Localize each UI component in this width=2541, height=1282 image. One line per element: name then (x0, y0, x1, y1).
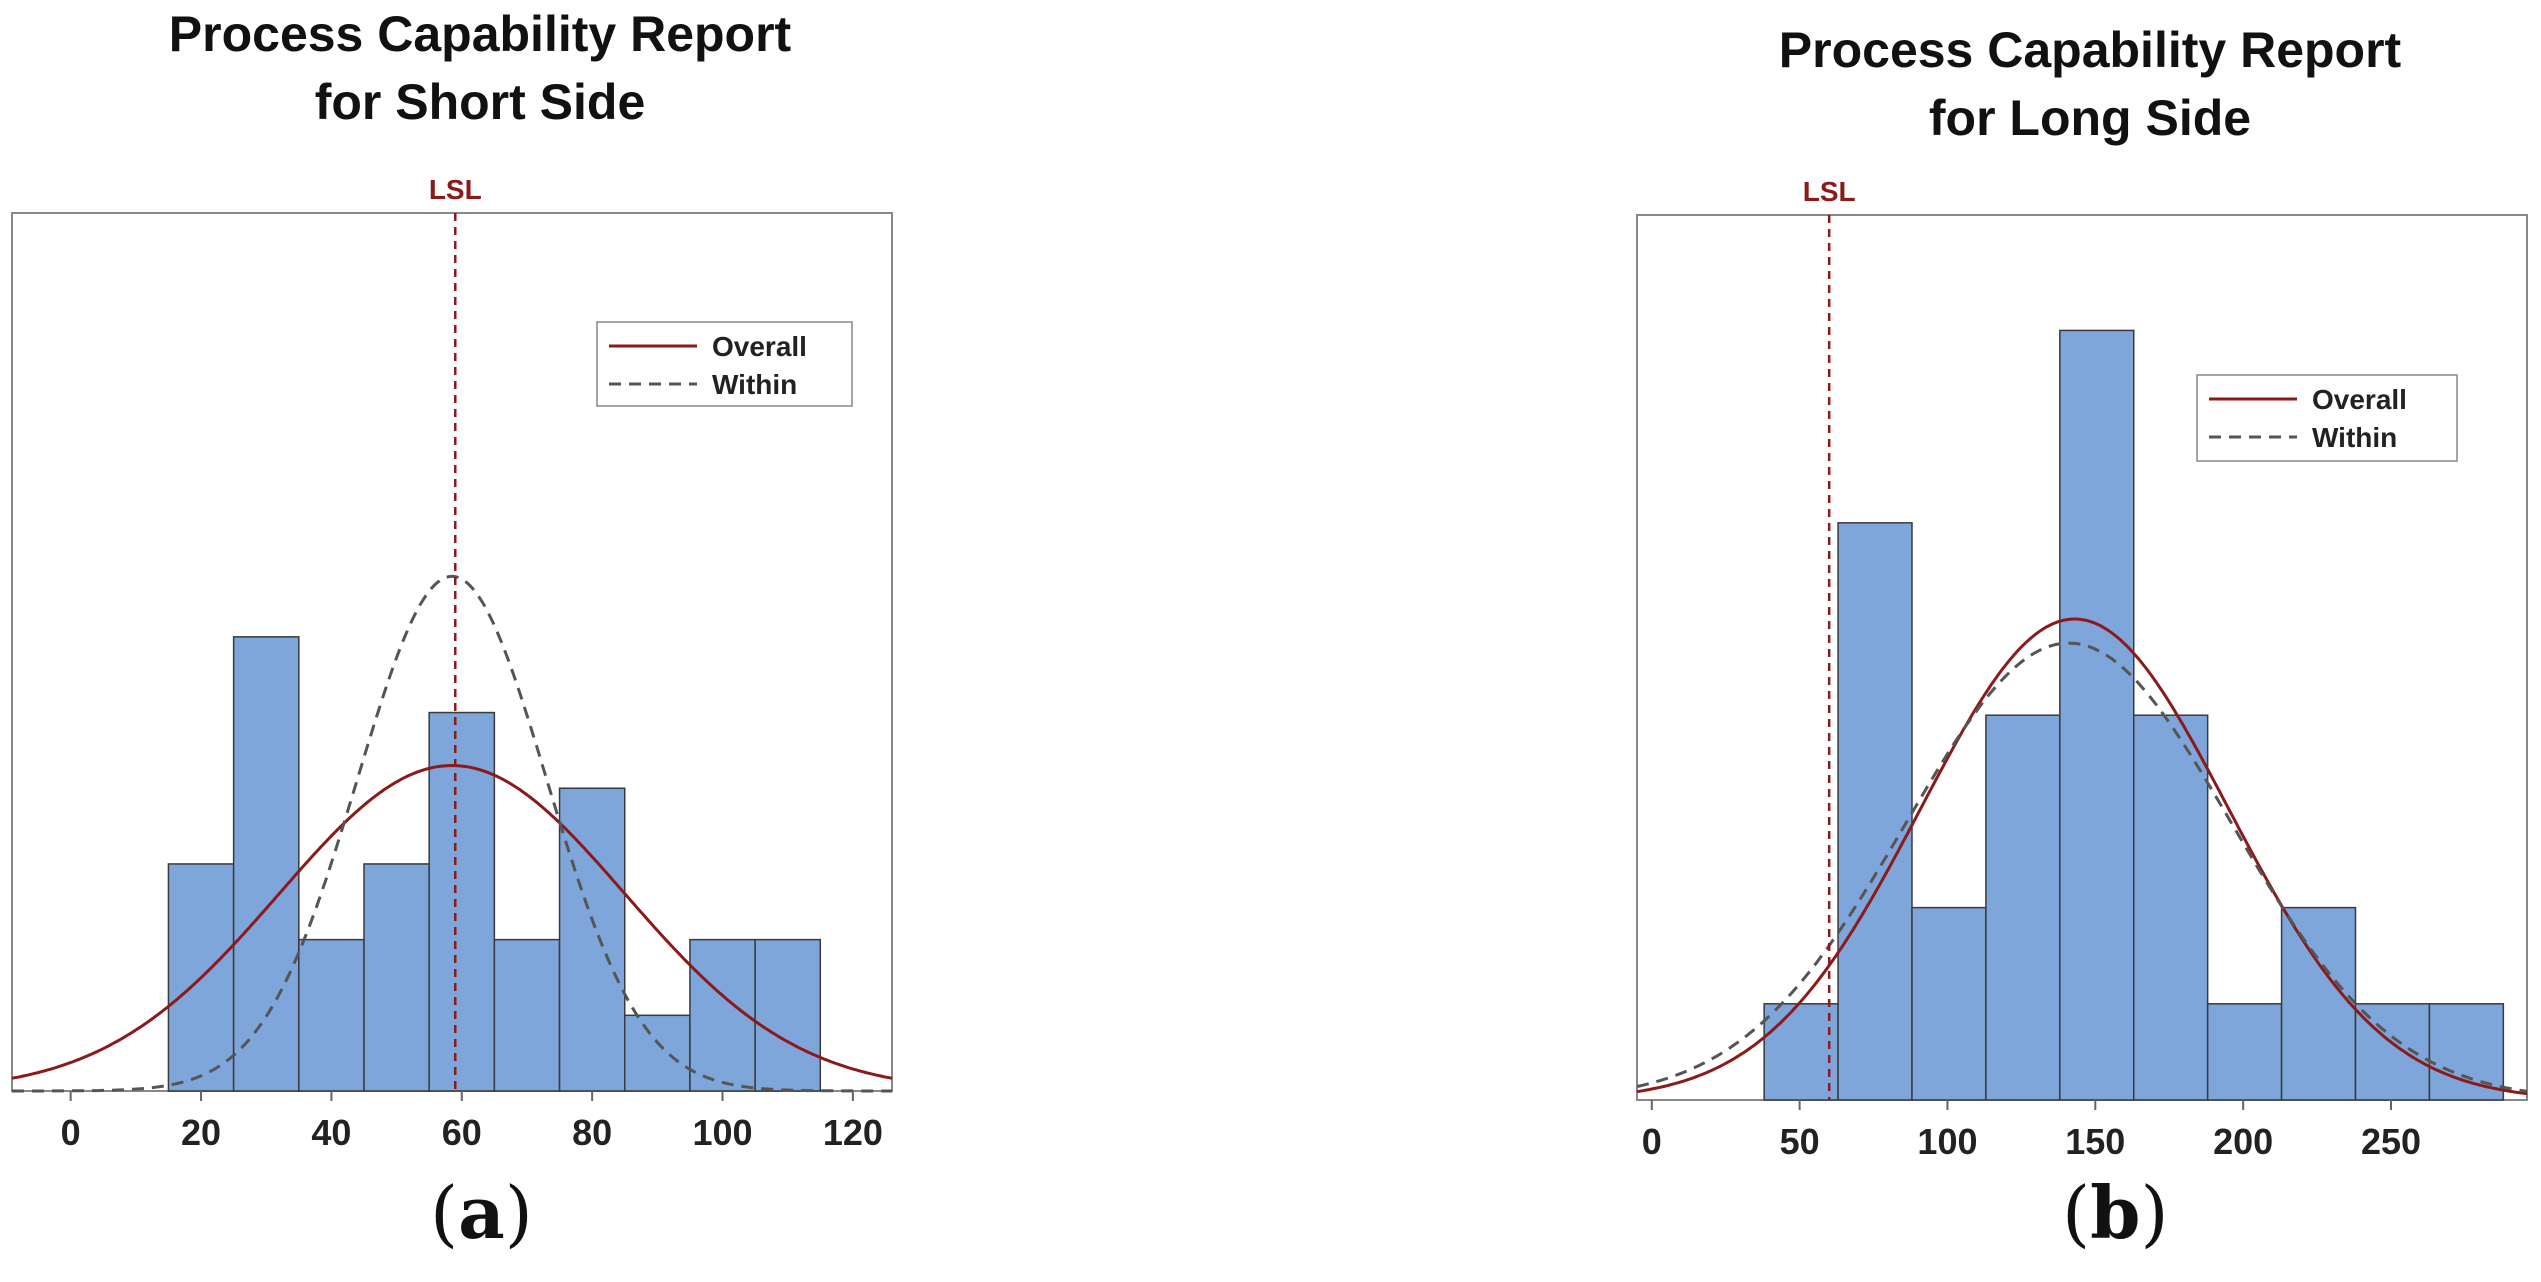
histogram-bar (2206, 1003, 2283, 1101)
histogram-bar (558, 787, 626, 1092)
histogram-bar (1763, 1003, 1839, 1101)
chart-b-title-line1: Process Capability Report (1778, 22, 2402, 78)
histogram-bar (298, 938, 365, 1092)
caption-a: (a) (430, 1170, 533, 1255)
within-curve (12, 574, 892, 1093)
legend-label-within: Within (712, 369, 797, 400)
x-tick-label: 0 (61, 1112, 81, 1153)
histogram-bar (2354, 1003, 2431, 1101)
histogram-bar (428, 711, 496, 1092)
x-tick-label: 50 (1780, 1121, 1820, 1162)
histogram-bar (2428, 1003, 2505, 1101)
chart-b (1636, 214, 2528, 1110)
chart-b-title: Process Capability Report for Long Side (1700, 16, 2480, 152)
x-tick-label: 40 (311, 1112, 351, 1153)
x-tick-label: 100 (692, 1112, 752, 1153)
x-tick-label: 20 (181, 1112, 221, 1153)
chart-a-title: Process Capability Report for Short Side (90, 0, 870, 136)
histogram-bar (2059, 329, 2135, 1101)
overall-curve (1636, 617, 2528, 1096)
x-tick-label: 100 (1917, 1121, 1977, 1162)
x-tick-label: 250 (2361, 1121, 2421, 1162)
lsl-label: LSL (1803, 176, 1856, 207)
legend-label-within: Within (2312, 422, 2397, 453)
caption-a-label: a (458, 1170, 505, 1255)
chart-a (11, 212, 893, 1101)
chart-a-title-line1: Process Capability Report (168, 6, 792, 62)
x-tick-label: 80 (572, 1112, 612, 1153)
histogram-bar (1911, 906, 1987, 1101)
histogram-bar (363, 863, 430, 1092)
x-tick-label: 0 (1642, 1121, 1662, 1162)
histogram-bar (754, 938, 822, 1092)
histogram-bar (2132, 714, 2209, 1101)
legend-label-overall: Overall (712, 331, 807, 362)
within-curve (1636, 641, 2528, 1093)
caption-b: (b) (2062, 1170, 2169, 1255)
histogram-bar (689, 938, 756, 1092)
x-tick-label: 150 (2065, 1121, 2125, 1162)
histogram-bar (493, 938, 561, 1092)
histogram-bar (232, 636, 300, 1092)
legend-label-overall: Overall (2312, 384, 2407, 415)
histogram-bar (1985, 714, 2061, 1101)
legend-box (2196, 374, 2458, 462)
x-tick-label: 60 (442, 1112, 482, 1153)
caption-b-label: b (2090, 1170, 2141, 1255)
overall-curve (11, 763, 893, 1080)
legend-box (596, 321, 853, 407)
histogram-bar (1837, 522, 1913, 1101)
lsl-label: LSL (429, 174, 482, 205)
histogram-bar (623, 1014, 691, 1092)
histogram-bar (2280, 906, 2357, 1101)
chart-b-title-line2: for Long Side (1928, 90, 2252, 146)
x-tick-label: 200 (2213, 1121, 2273, 1162)
chart-a-title-line2: for Short Side (314, 74, 646, 130)
x-tick-label: 120 (823, 1112, 883, 1153)
